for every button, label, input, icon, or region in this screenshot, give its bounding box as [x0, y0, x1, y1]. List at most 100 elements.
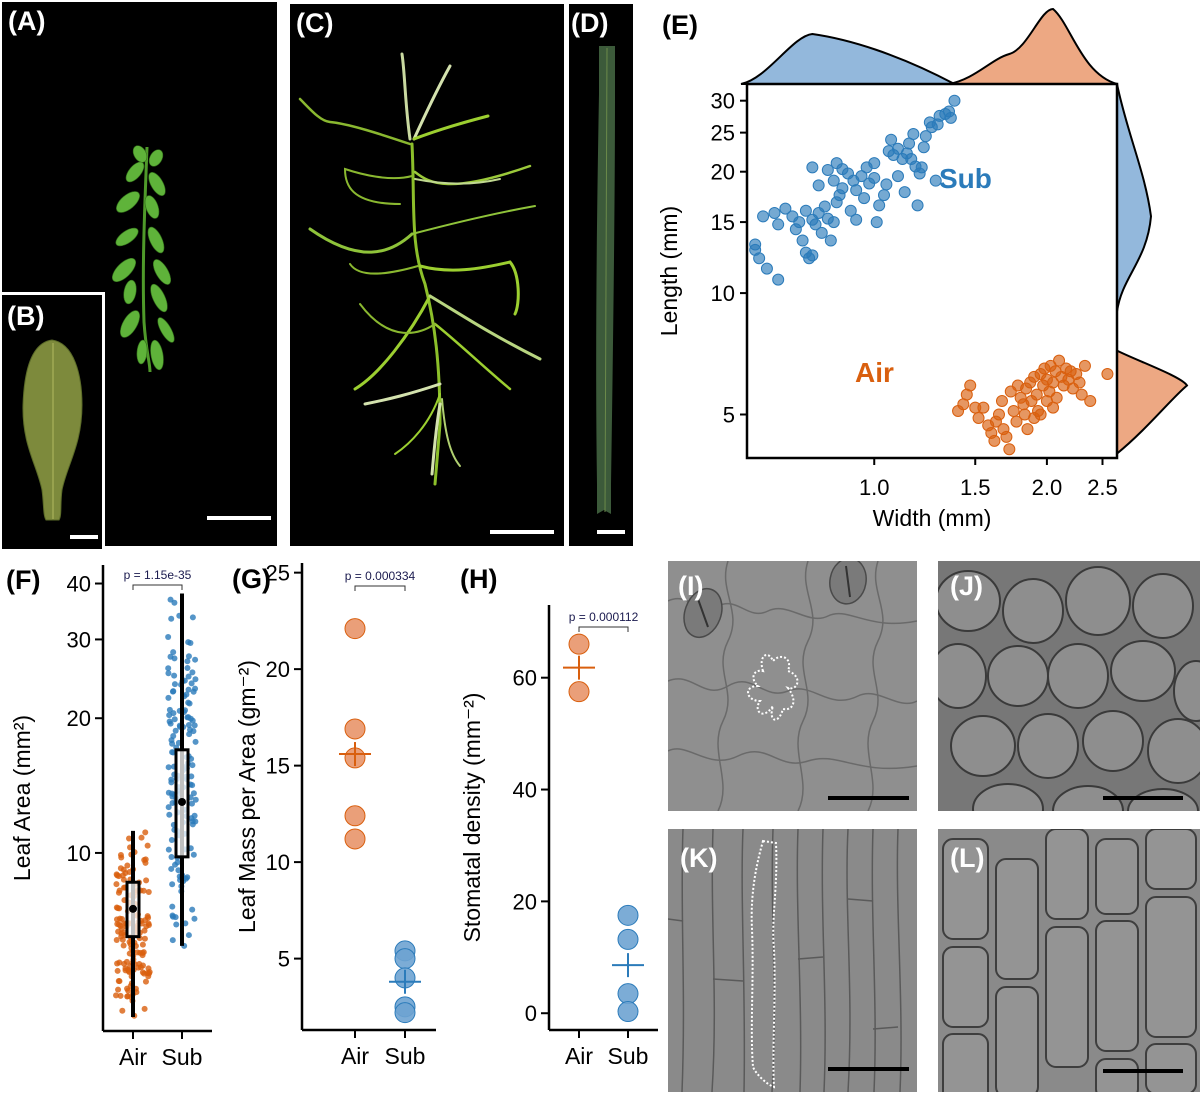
data-point [170, 688, 177, 695]
plot-area [745, 82, 1119, 460]
data-point [806, 249, 819, 262]
data-point [964, 379, 977, 392]
data-point [878, 189, 891, 202]
data-point [169, 903, 176, 910]
data-point [165, 633, 172, 640]
stomatal-density-chart: 0 20 40 60 Air Sub Stomatal density (mm⁻²) p = … [459, 605, 658, 1069]
data-point [858, 192, 871, 205]
elongated-cells-illustration [668, 829, 917, 1092]
data-point [806, 161, 819, 174]
data-point [815, 226, 828, 239]
data-point [186, 731, 193, 738]
data-point [855, 170, 868, 183]
panel-label-e: (E) [662, 10, 698, 40]
data-point [190, 851, 197, 858]
data-point [1084, 395, 1097, 408]
density-right-air [1116, 349, 1189, 456]
data-point [189, 821, 196, 828]
data-point [168, 853, 175, 860]
y-tick-label: 10 [711, 281, 735, 306]
data-point [1073, 376, 1086, 389]
data-point [142, 829, 149, 836]
data-point [144, 842, 151, 849]
data-point [821, 163, 834, 176]
data-point [168, 615, 175, 622]
data-point [172, 727, 179, 734]
p-value-label: p = 0.000334 [345, 569, 416, 583]
data-point [1007, 405, 1020, 418]
data-point [568, 633, 590, 655]
data-point [170, 649, 177, 656]
data-point [789, 223, 802, 236]
data-point [772, 273, 785, 286]
data-point [185, 673, 192, 680]
data-point [168, 837, 175, 844]
panel-label-c: (C) [296, 8, 334, 38]
data-point [988, 434, 1001, 447]
data-point [1030, 388, 1043, 401]
data-point [344, 805, 366, 827]
data-point [120, 929, 127, 936]
x-tick-label: 2.5 [1087, 475, 1118, 500]
scale-bar-c [490, 530, 554, 534]
data-point [115, 873, 122, 880]
data-point [171, 681, 178, 688]
data-point [191, 722, 198, 729]
data-point [568, 681, 590, 703]
data-point [977, 401, 990, 414]
leaf-area-boxplot: 10 20 30 40 Air Sub Leaf Area (mm²) p = 1.15e-3… [9, 565, 212, 1070]
y-axis-label: Length (mm) [656, 206, 682, 336]
x-tick-label: 1.0 [859, 475, 890, 500]
data-point [121, 960, 128, 967]
data-point [141, 935, 148, 942]
data-point [145, 973, 152, 980]
data-point [344, 718, 366, 740]
data-point [992, 408, 1005, 421]
data-point [873, 199, 886, 212]
x-category-label: Air [341, 1043, 369, 1069]
data-point [117, 865, 124, 872]
aerial-leaf-illustration [2, 295, 102, 546]
data-point [753, 252, 766, 265]
data-point [185, 722, 192, 729]
mean-marker [178, 797, 186, 806]
data-point [818, 200, 831, 213]
density-right-sub [1116, 83, 1153, 312]
y-tick-label: 15 [711, 210, 735, 235]
panel-label-d: (D) [571, 8, 609, 38]
data-point [898, 186, 911, 199]
panel-l-micrograph: (L) [938, 829, 1200, 1092]
data-point [827, 216, 840, 229]
data-point [617, 928, 639, 950]
panel-label-f: (F) [6, 565, 41, 595]
data-point [185, 686, 192, 693]
data-point [850, 213, 863, 226]
data-point [184, 658, 191, 665]
data-point [118, 854, 125, 861]
panel-k-micrograph: (K) [668, 829, 917, 1092]
data-point [165, 694, 172, 701]
data-point [139, 941, 146, 948]
y-tick-label: 30 [67, 627, 91, 652]
y-axis-label: Leaf Mass per Area (gm⁻²) [234, 660, 260, 933]
rounded-cells-illustration [938, 561, 1200, 811]
x-tick-label: 2.0 [1032, 475, 1063, 500]
data-point [1101, 368, 1114, 381]
panel-b-inset: (B) [2, 292, 105, 549]
data-point [185, 699, 192, 706]
panel-label-k: (K) [680, 843, 718, 873]
scale-bar-i [828, 796, 909, 800]
scale-bar-a [207, 516, 271, 520]
data-point [827, 174, 840, 187]
data-point [174, 859, 181, 866]
y-tick-label: 60 [513, 666, 537, 691]
data-point [169, 937, 176, 944]
scale-bar-b [70, 535, 98, 539]
data-point [1053, 354, 1066, 367]
data-point [191, 812, 198, 819]
data-point [165, 804, 172, 811]
data-point [116, 905, 123, 912]
data-point [1047, 401, 1060, 414]
data-point [113, 881, 120, 888]
panel-i-micrograph: (I) [668, 561, 917, 811]
